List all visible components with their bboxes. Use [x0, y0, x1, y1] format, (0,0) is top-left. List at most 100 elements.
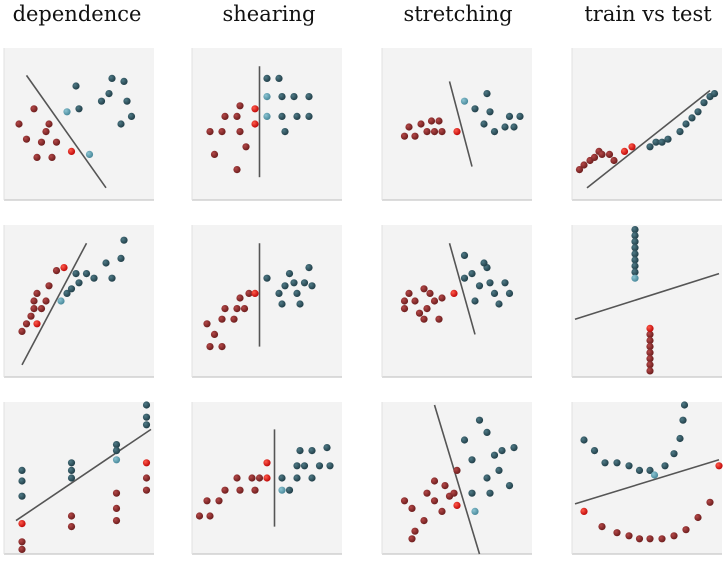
panel-r1-c3: [571, 225, 722, 378]
class-a-point: [450, 489, 458, 497]
panel-r0-c2: [381, 48, 532, 201]
class-b-point: [105, 90, 113, 98]
decision-boundary-line: [448, 81, 473, 167]
class-a-point: [45, 282, 53, 290]
class-b-highlight-point: [278, 486, 286, 494]
class-a-point: [112, 517, 121, 525]
class-a-point: [221, 305, 229, 313]
class-a-point: [646, 355, 654, 363]
class-a-point: [210, 330, 219, 338]
class-b-highlight-point: [460, 97, 469, 105]
class-b-point: [483, 474, 491, 482]
class-b-point: [18, 466, 26, 474]
class-a-point: [400, 297, 409, 305]
class-b-point: [326, 462, 334, 470]
class-a-point: [236, 128, 244, 136]
class-b-point: [483, 428, 491, 436]
class-a-point: [408, 504, 416, 512]
class-b-point: [661, 462, 669, 470]
class-b-point: [123, 97, 131, 105]
class-b-point: [475, 416, 484, 424]
class-b-point: [290, 279, 298, 287]
class-b-point: [631, 256, 639, 264]
class-a-point: [435, 117, 443, 125]
class-b-point: [90, 274, 98, 282]
class-a-point: [613, 529, 621, 537]
class-a-point: [408, 535, 416, 543]
class-b-point: [112, 441, 121, 449]
class-b-point: [75, 279, 83, 287]
class-b-point: [97, 97, 106, 105]
class-b-point: [308, 474, 316, 482]
class-a-point: [423, 305, 431, 313]
class-a-point: [575, 166, 584, 174]
class-a-point: [233, 166, 241, 174]
class-b-point: [505, 482, 514, 490]
class-a-point: [430, 297, 439, 305]
class-a-point: [248, 474, 256, 482]
class-a-point: [646, 336, 654, 345]
class-b-highlight-point: [471, 507, 479, 515]
class-a-point: [18, 538, 26, 546]
class-a-highlight-point: [580, 507, 588, 515]
class-a-point: [233, 305, 241, 313]
panel-background: [4, 225, 154, 377]
column-title-shearing: shearing: [222, 2, 316, 26]
class-b-point: [590, 447, 599, 455]
class-a-highlight-point: [263, 474, 271, 482]
class-b-point: [631, 238, 639, 246]
class-b-point: [505, 112, 514, 120]
class-a-point: [112, 489, 121, 497]
class-a-point: [417, 120, 425, 128]
class-b-point: [142, 421, 151, 429]
class-a-highlight-point: [715, 462, 723, 470]
class-b-point: [682, 120, 690, 128]
class-b-point: [676, 128, 684, 136]
class-a-highlight-point: [18, 520, 26, 528]
class-b-point: [323, 444, 331, 452]
class-b-point: [18, 477, 26, 485]
class-a-highlight-point: [251, 120, 259, 128]
class-a-point: [203, 497, 211, 505]
class-a-point: [251, 486, 259, 494]
class-a-point: [210, 150, 219, 158]
class-a-point: [195, 512, 204, 520]
class-b-highlight-point: [112, 456, 121, 464]
class-b-point: [495, 300, 503, 308]
class-a-point: [411, 132, 419, 140]
class-a-point: [33, 153, 41, 161]
class-a-point: [598, 150, 606, 158]
class-a-point: [18, 327, 26, 335]
class-a-point: [426, 289, 434, 297]
panel-r0-c0: [3, 48, 154, 201]
class-b-point: [263, 274, 271, 282]
class-a-point: [430, 128, 439, 136]
class-b-point: [631, 244, 639, 252]
class-a-point: [438, 128, 446, 136]
class-b-point: [490, 451, 499, 459]
class-b-highlight-point: [85, 150, 94, 158]
class-a-point: [405, 123, 413, 131]
class-a-point: [48, 153, 56, 161]
decision-boundary-line: [433, 404, 481, 555]
class-b-point: [263, 74, 271, 82]
class-a-point: [52, 138, 61, 146]
class-a-point: [438, 507, 446, 515]
class-a-point: [423, 128, 431, 136]
class-a-highlight-point: [33, 320, 41, 328]
class-b-point: [120, 236, 128, 244]
panel-r2-c0: [3, 401, 154, 555]
class-a-highlight-point: [646, 324, 654, 332]
class-b-point: [72, 82, 80, 90]
class-a-point: [30, 105, 38, 113]
class-a-point: [218, 315, 226, 323]
class-b-point: [688, 114, 696, 122]
class-b-point: [501, 123, 509, 131]
class-b-point: [285, 270, 294, 278]
class-b-point: [308, 447, 316, 455]
class-b-point: [680, 401, 689, 409]
class-b-point: [495, 466, 503, 474]
class-a-highlight-point: [67, 147, 76, 155]
class-a-point: [30, 305, 38, 313]
